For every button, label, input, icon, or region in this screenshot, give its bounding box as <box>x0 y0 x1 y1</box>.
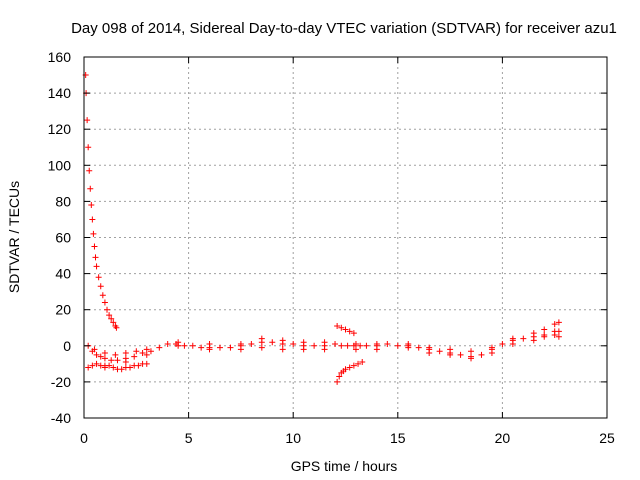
y-tick-label: 20 <box>55 302 71 318</box>
axis-ticks: 0 5 10 15 20 25 -40 -20 0 20 40 60 80 100 120 140 160 <box>48 49 615 446</box>
series-rise-12h <box>334 359 366 385</box>
series-noise-lower <box>101 331 562 369</box>
x-axis-label: GPS time / hours <box>291 458 398 474</box>
series-short-12h <box>334 322 357 337</box>
plus-marker <box>85 360 150 373</box>
series-noise-upper <box>91 319 562 358</box>
y-tick-label: 120 <box>48 121 72 137</box>
y-axis-label: SDTVAR / TECUs <box>6 181 22 293</box>
plus-marker <box>82 72 120 331</box>
x-tick-label: 10 <box>285 430 301 446</box>
grid-lines <box>84 57 607 418</box>
y-tick-label: 160 <box>48 49 72 65</box>
y-tick-label: 80 <box>55 193 71 209</box>
y-tick-label: 100 <box>48 157 72 173</box>
y-tick-label: 40 <box>55 266 71 282</box>
x-tick-label: 25 <box>599 430 615 446</box>
x-tick-label: 15 <box>390 430 406 446</box>
y-tick-label: 0 <box>63 338 71 354</box>
series-decay <box>82 72 120 331</box>
x-tick-label: 20 <box>495 430 511 446</box>
y-tick-label: 140 <box>48 85 72 101</box>
y-tick-label: -20 <box>51 374 71 390</box>
data-points <box>82 72 562 385</box>
series-lower-early <box>85 360 150 373</box>
y-tick-label: -40 <box>51 410 71 426</box>
plus-marker <box>334 359 366 385</box>
plus-marker <box>91 319 562 358</box>
chart-title: Day 098 of 2014, Sidereal Day-to-day VTE… <box>71 20 617 37</box>
y-tick-label: 60 <box>55 230 71 246</box>
plus-marker <box>334 322 357 337</box>
x-tick-label: 0 <box>80 430 88 446</box>
plus-marker <box>101 331 562 369</box>
x-tick-label: 5 <box>185 430 193 446</box>
